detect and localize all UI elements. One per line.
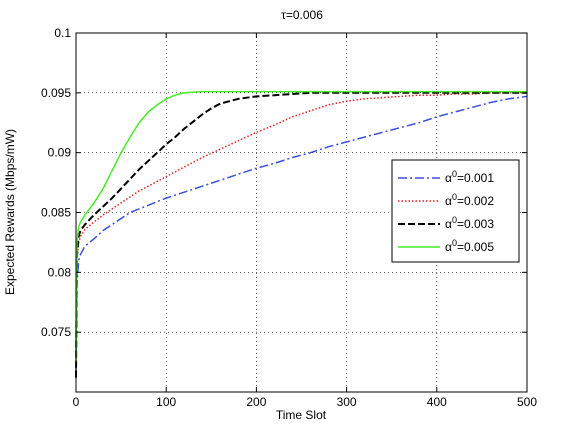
y-tick-label: 0.075 (41, 325, 71, 339)
legend-label-1: α0=0.001 (445, 169, 494, 185)
x-tick-label: 300 (337, 395, 357, 409)
legend-label-superscript: 0 (452, 238, 457, 248)
legend-label-value: =0.001 (457, 171, 494, 185)
legend-box (391, 159, 520, 263)
legend-label-superscript: 0 (452, 192, 457, 202)
legend-label-superscript: 0 (452, 169, 457, 179)
series-layer (75, 90, 528, 378)
series-line-3 (75, 91, 527, 378)
y-tick-label: 0.085 (41, 206, 71, 220)
x-axis-label: Time Slot (276, 408, 327, 422)
x-tick-label: 400 (427, 395, 447, 409)
legend-label-value: =0.002 (457, 194, 494, 208)
series-line-4 (75, 90, 527, 363)
legend-label-3: α0=0.003 (445, 215, 494, 231)
legend-label-superscript: 0 (452, 215, 457, 225)
axis-ticks: 0 100 200 300 400 500 0.075 0.08 0.085 0.09 0.095 0… (41, 26, 537, 409)
y-axis-label: Expected Rewards (Mbps/mW) (3, 129, 17, 295)
legend-label-symbol: α (445, 240, 452, 254)
legend-label-value: =0.005 (457, 240, 494, 254)
legend-label-symbol: α (445, 217, 452, 231)
x-tick-label: 500 (517, 395, 537, 409)
legend-label-symbol: α (445, 171, 452, 185)
x-tick-label: 100 (156, 395, 176, 409)
series-line-1 (75, 95, 528, 375)
y-tick-label: 0.08 (48, 265, 72, 279)
legend-label-2: α0=0.002 (445, 192, 494, 208)
legend-label-symbol: α (445, 194, 452, 208)
y-tick-label: 0.09 (48, 146, 72, 160)
series-line-2 (75, 92, 527, 363)
y-tick-label: 0.095 (41, 86, 71, 100)
x-tick-label: 0 (73, 395, 80, 409)
x-tick-label: 200 (246, 395, 266, 409)
legend-label-4: α0=0.005 (445, 238, 494, 254)
y-tick-label: 0.1 (54, 26, 71, 40)
legend-label-value: =0.003 (457, 217, 494, 231)
chart-title: τ=0.006 (281, 8, 323, 22)
